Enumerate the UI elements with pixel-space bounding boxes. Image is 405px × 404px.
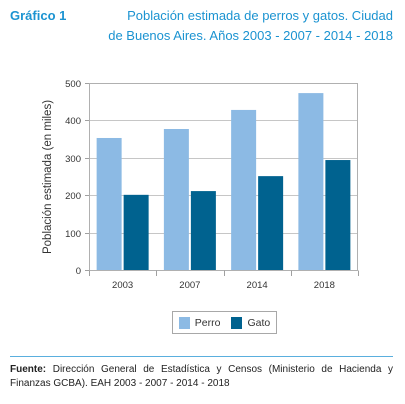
x-tick-label-2007: 2007	[179, 280, 200, 291]
legend-label-perro: Perro	[194, 316, 221, 329]
x-tick-label-2003: 2003	[112, 280, 133, 291]
legend: Perro Gato	[172, 311, 277, 334]
plot-border	[89, 83, 358, 271]
y-tick-label-400: 400	[65, 116, 81, 127]
footer-divider	[10, 356, 393, 357]
bar-gato-2003	[123, 194, 149, 270]
bar-perro-2007	[163, 129, 189, 270]
legend-item-gato: Gato	[231, 316, 271, 329]
figure-label: Gráfico 1	[10, 8, 67, 23]
x-tick-label-2014: 2014	[247, 280, 268, 291]
y-axis-title: Población estimada (en miles)	[42, 100, 54, 254]
bar-gato-2014	[258, 176, 284, 270]
legend-item-perro: Perro	[178, 316, 221, 329]
bar-perro-2018	[298, 93, 324, 270]
source-note: Fuente: Dirección General de Estadística…	[10, 363, 393, 391]
bar-gato-2018	[325, 160, 351, 270]
y-tick-label-500: 500	[65, 79, 81, 90]
legend-label-gato: Gato	[247, 316, 271, 329]
y-tick-label-300: 300	[65, 154, 81, 165]
y-tick-label-100: 100	[65, 229, 81, 240]
bar-perro-2014	[231, 109, 257, 271]
y-tick-label-0: 0	[76, 266, 81, 277]
legend-swatch-gato	[231, 316, 243, 329]
chart-title: Población estimada de perros y gatos. Ci…	[108, 8, 393, 43]
source-text: Dirección General de Estadística y Censo…	[10, 364, 393, 389]
source-label: Fuente:	[10, 364, 47, 375]
bar-perro-2003	[96, 137, 122, 270]
y-tick-label-200: 200	[65, 191, 81, 202]
x-tick-label-2018: 2018	[314, 280, 335, 291]
bar-gato-2007	[190, 191, 216, 270]
legend-swatch-perro	[178, 316, 190, 329]
